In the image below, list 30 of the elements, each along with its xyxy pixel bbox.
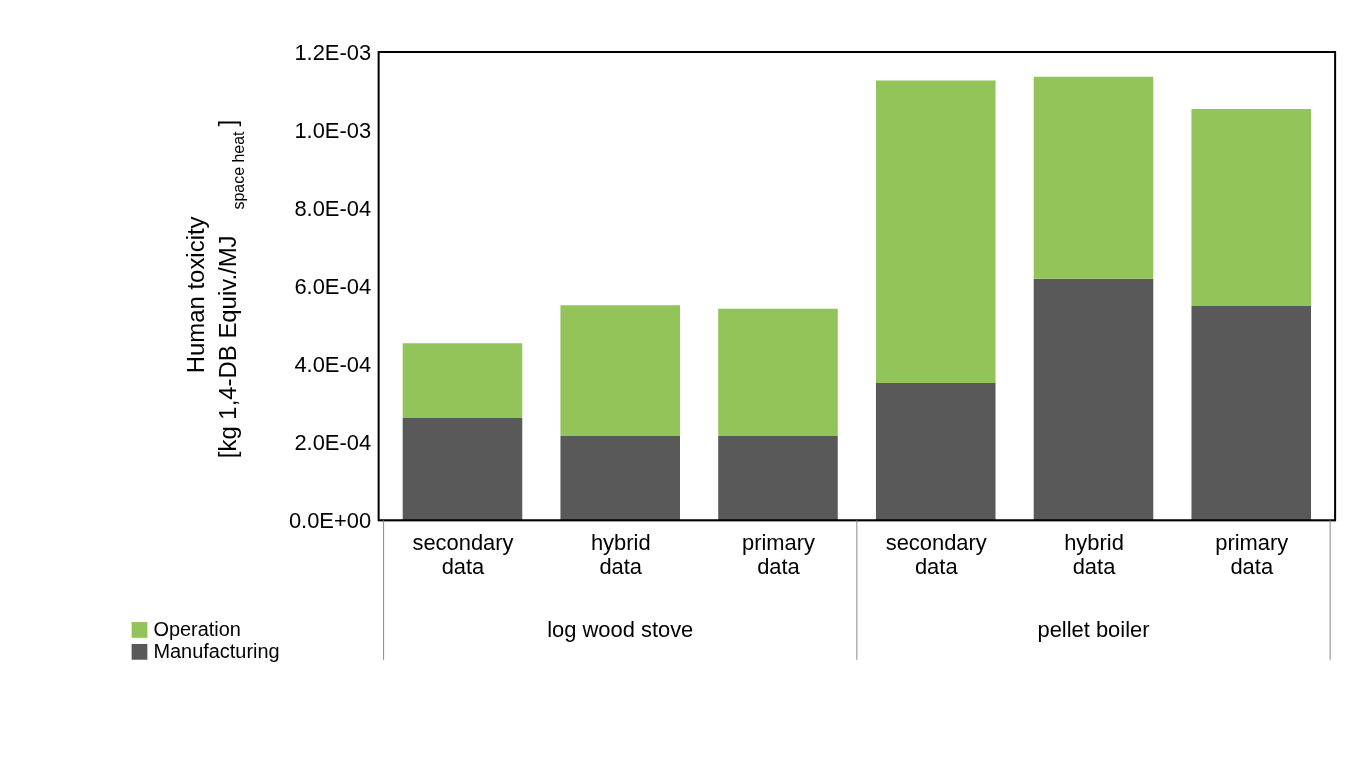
y-tick-label: 8.0E-04 <box>294 195 372 221</box>
y-tick-label: 1.0E-03 <box>294 117 372 143</box>
legend-label: Operation <box>153 617 241 640</box>
bar <box>402 418 523 521</box>
y-tick-label: 0.0E+00 <box>288 507 372 533</box>
y-tick-label: 6.0E-04 <box>294 273 372 299</box>
y-tick-label: 1.2E-03 <box>294 39 372 65</box>
bar <box>718 436 838 521</box>
bar <box>402 343 523 419</box>
bar <box>1033 76 1154 279</box>
bar <box>718 308 838 437</box>
x-tick-label: primary data <box>741 529 816 579</box>
y-axis-title: Human toxicity [kg 1,4-DB Equiv./MJspace heat] <box>182 119 248 459</box>
bar <box>875 80 996 383</box>
bar <box>875 382 996 521</box>
x-tick-label: secondary data <box>885 529 987 579</box>
text: pellet boiler <box>1037 616 1150 642</box>
y-tick-label: 4.0E-04 <box>294 351 372 377</box>
bar <box>1191 109 1312 307</box>
y-tick-label: 2.0E-04 <box>294 429 372 455</box>
x-tick-label: secondary data <box>412 529 514 579</box>
bar <box>560 305 681 437</box>
bar <box>1191 306 1312 521</box>
x-tick-label: primary data <box>1215 529 1289 579</box>
bar <box>1033 278 1154 521</box>
legend-label: Manufacturing <box>153 639 280 662</box>
x-tick-label: hybrid data <box>1064 529 1124 579</box>
text: log wood stove <box>547 616 694 642</box>
x-tick-label: hybrid data <box>590 529 651 579</box>
bar <box>560 436 681 521</box>
